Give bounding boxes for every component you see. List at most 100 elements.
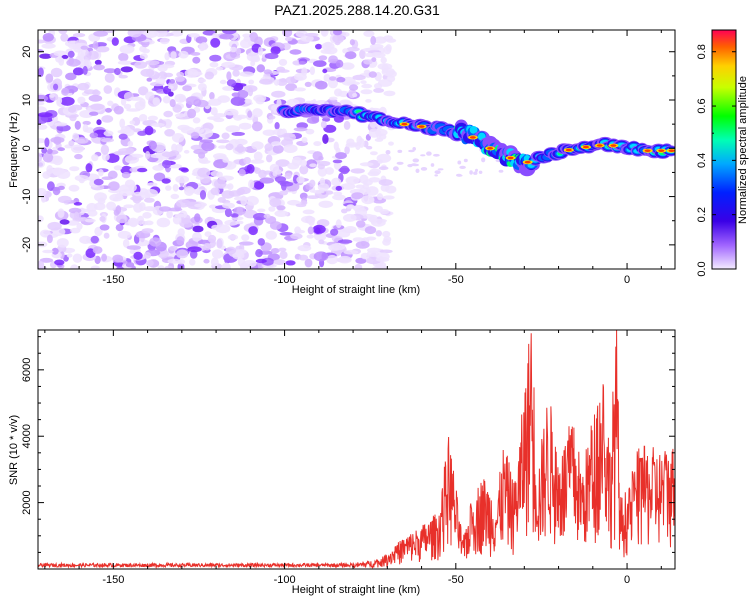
- noise-blob: [355, 257, 367, 264]
- noise-blob: [257, 208, 266, 213]
- noise-blob: [113, 105, 124, 115]
- noise-blob: [355, 142, 361, 150]
- noise-blob: [215, 66, 224, 71]
- noise-blob: [129, 249, 136, 254]
- noise-blob: [225, 246, 237, 255]
- noise-blob: [359, 49, 366, 60]
- noise-blob: [349, 84, 359, 91]
- spectrogram-signal-track: [276, 103, 675, 177]
- noise-blob: [162, 159, 171, 169]
- noise-blob: [187, 108, 197, 119]
- noise-blob: [120, 165, 133, 175]
- noise-blob: [87, 50, 99, 60]
- noise-blob: [177, 228, 185, 237]
- noise-blob: [90, 235, 100, 244]
- noise-blob: [301, 215, 316, 224]
- noise-blob: [146, 182, 158, 187]
- noise-blob: [273, 259, 286, 265]
- noise-blob: [129, 120, 136, 125]
- noise-blob: [290, 233, 303, 240]
- noise-blob: [174, 76, 185, 82]
- noise-blob: [257, 238, 265, 246]
- noise-blob: [378, 166, 389, 171]
- noise-blob: [342, 48, 349, 54]
- noise-blob: [119, 184, 133, 192]
- noise-blob: [166, 210, 173, 219]
- noise-blob: [127, 30, 142, 38]
- noise-blob: [100, 144, 110, 155]
- noise-blob: [79, 59, 92, 70]
- noise-blob: [456, 174, 463, 177]
- noise-blob: [230, 46, 237, 53]
- noise-blob: [234, 146, 248, 152]
- snr-x-tick-label: -50: [448, 574, 464, 586]
- noise-blob: [373, 205, 383, 213]
- noise-blob: [304, 258, 313, 268]
- noise-blob: [253, 212, 267, 221]
- noise-blob: [377, 159, 383, 164]
- noise-blob: [88, 94, 103, 102]
- noise-blob: [174, 93, 186, 103]
- noise-blob: [263, 69, 272, 75]
- noise-blob: [393, 166, 399, 171]
- colorbar-tick-label: 0.2: [696, 207, 708, 222]
- noise-blob: [82, 65, 88, 75]
- noise-blob: [411, 163, 418, 166]
- noise-blob: [306, 195, 320, 200]
- noise-blob: [113, 165, 123, 171]
- noise-blob: [180, 168, 189, 173]
- noise-blob: [385, 150, 391, 155]
- noise-blob: [72, 33, 86, 38]
- noise-blob: [231, 131, 245, 136]
- noise-blob: [134, 61, 148, 69]
- noise-blob: [355, 184, 365, 189]
- noise-blob: [248, 226, 258, 236]
- noise-blob: [249, 32, 259, 42]
- noise-blob: [359, 174, 369, 184]
- noise-blob: [50, 67, 63, 78]
- noise-blob: [366, 145, 373, 150]
- noise-blob: [209, 92, 215, 100]
- noise-blob: [95, 46, 110, 53]
- noise-blob: [286, 98, 300, 107]
- noise-blob: [354, 264, 363, 269]
- noise-blob: [172, 104, 182, 113]
- noise-blob: [146, 259, 154, 267]
- noise-blob: [108, 181, 120, 191]
- noise-blob: [156, 217, 171, 228]
- noise-blob: [103, 130, 114, 137]
- noise-blob: [203, 242, 212, 251]
- noise-blob: [251, 141, 264, 150]
- noise-blob: [170, 193, 180, 200]
- noise-blob: [382, 230, 391, 238]
- noise-blob: [124, 154, 140, 164]
- noise-blob: [251, 121, 263, 132]
- noise-blob: [264, 52, 279, 60]
- noise-blob: [430, 163, 435, 167]
- noise-blob: [175, 213, 186, 218]
- noise-blob: [99, 216, 106, 222]
- noise-blob: [368, 177, 381, 183]
- noise-blob: [61, 87, 70, 96]
- noise-blob: [41, 147, 48, 154]
- noise-blob: [224, 219, 239, 226]
- noise-blob: [475, 168, 478, 173]
- noise-blob: [101, 115, 114, 123]
- noise-blob: [121, 171, 131, 179]
- colorbar-tick-label: 0.0: [696, 261, 708, 276]
- noise-blob: [284, 36, 293, 42]
- noise-blob: [176, 71, 185, 78]
- noise-blob: [299, 159, 307, 167]
- noise-blob: [164, 52, 170, 61]
- noise-blob: [107, 100, 114, 107]
- noise-blob: [363, 59, 373, 65]
- spectrogram-x-tick-label: -100: [274, 274, 296, 286]
- noise-blob: [207, 98, 222, 106]
- noise-blob: [285, 260, 296, 266]
- noise-blob: [317, 167, 328, 177]
- noise-blob: [118, 74, 128, 79]
- spectrogram-y-tick-label: 20: [21, 46, 33, 58]
- spectrogram-x-ticks: -150 -100 -50 0: [44, 30, 662, 286]
- noise-blob: [209, 54, 222, 62]
- noise-blob: [272, 128, 285, 136]
